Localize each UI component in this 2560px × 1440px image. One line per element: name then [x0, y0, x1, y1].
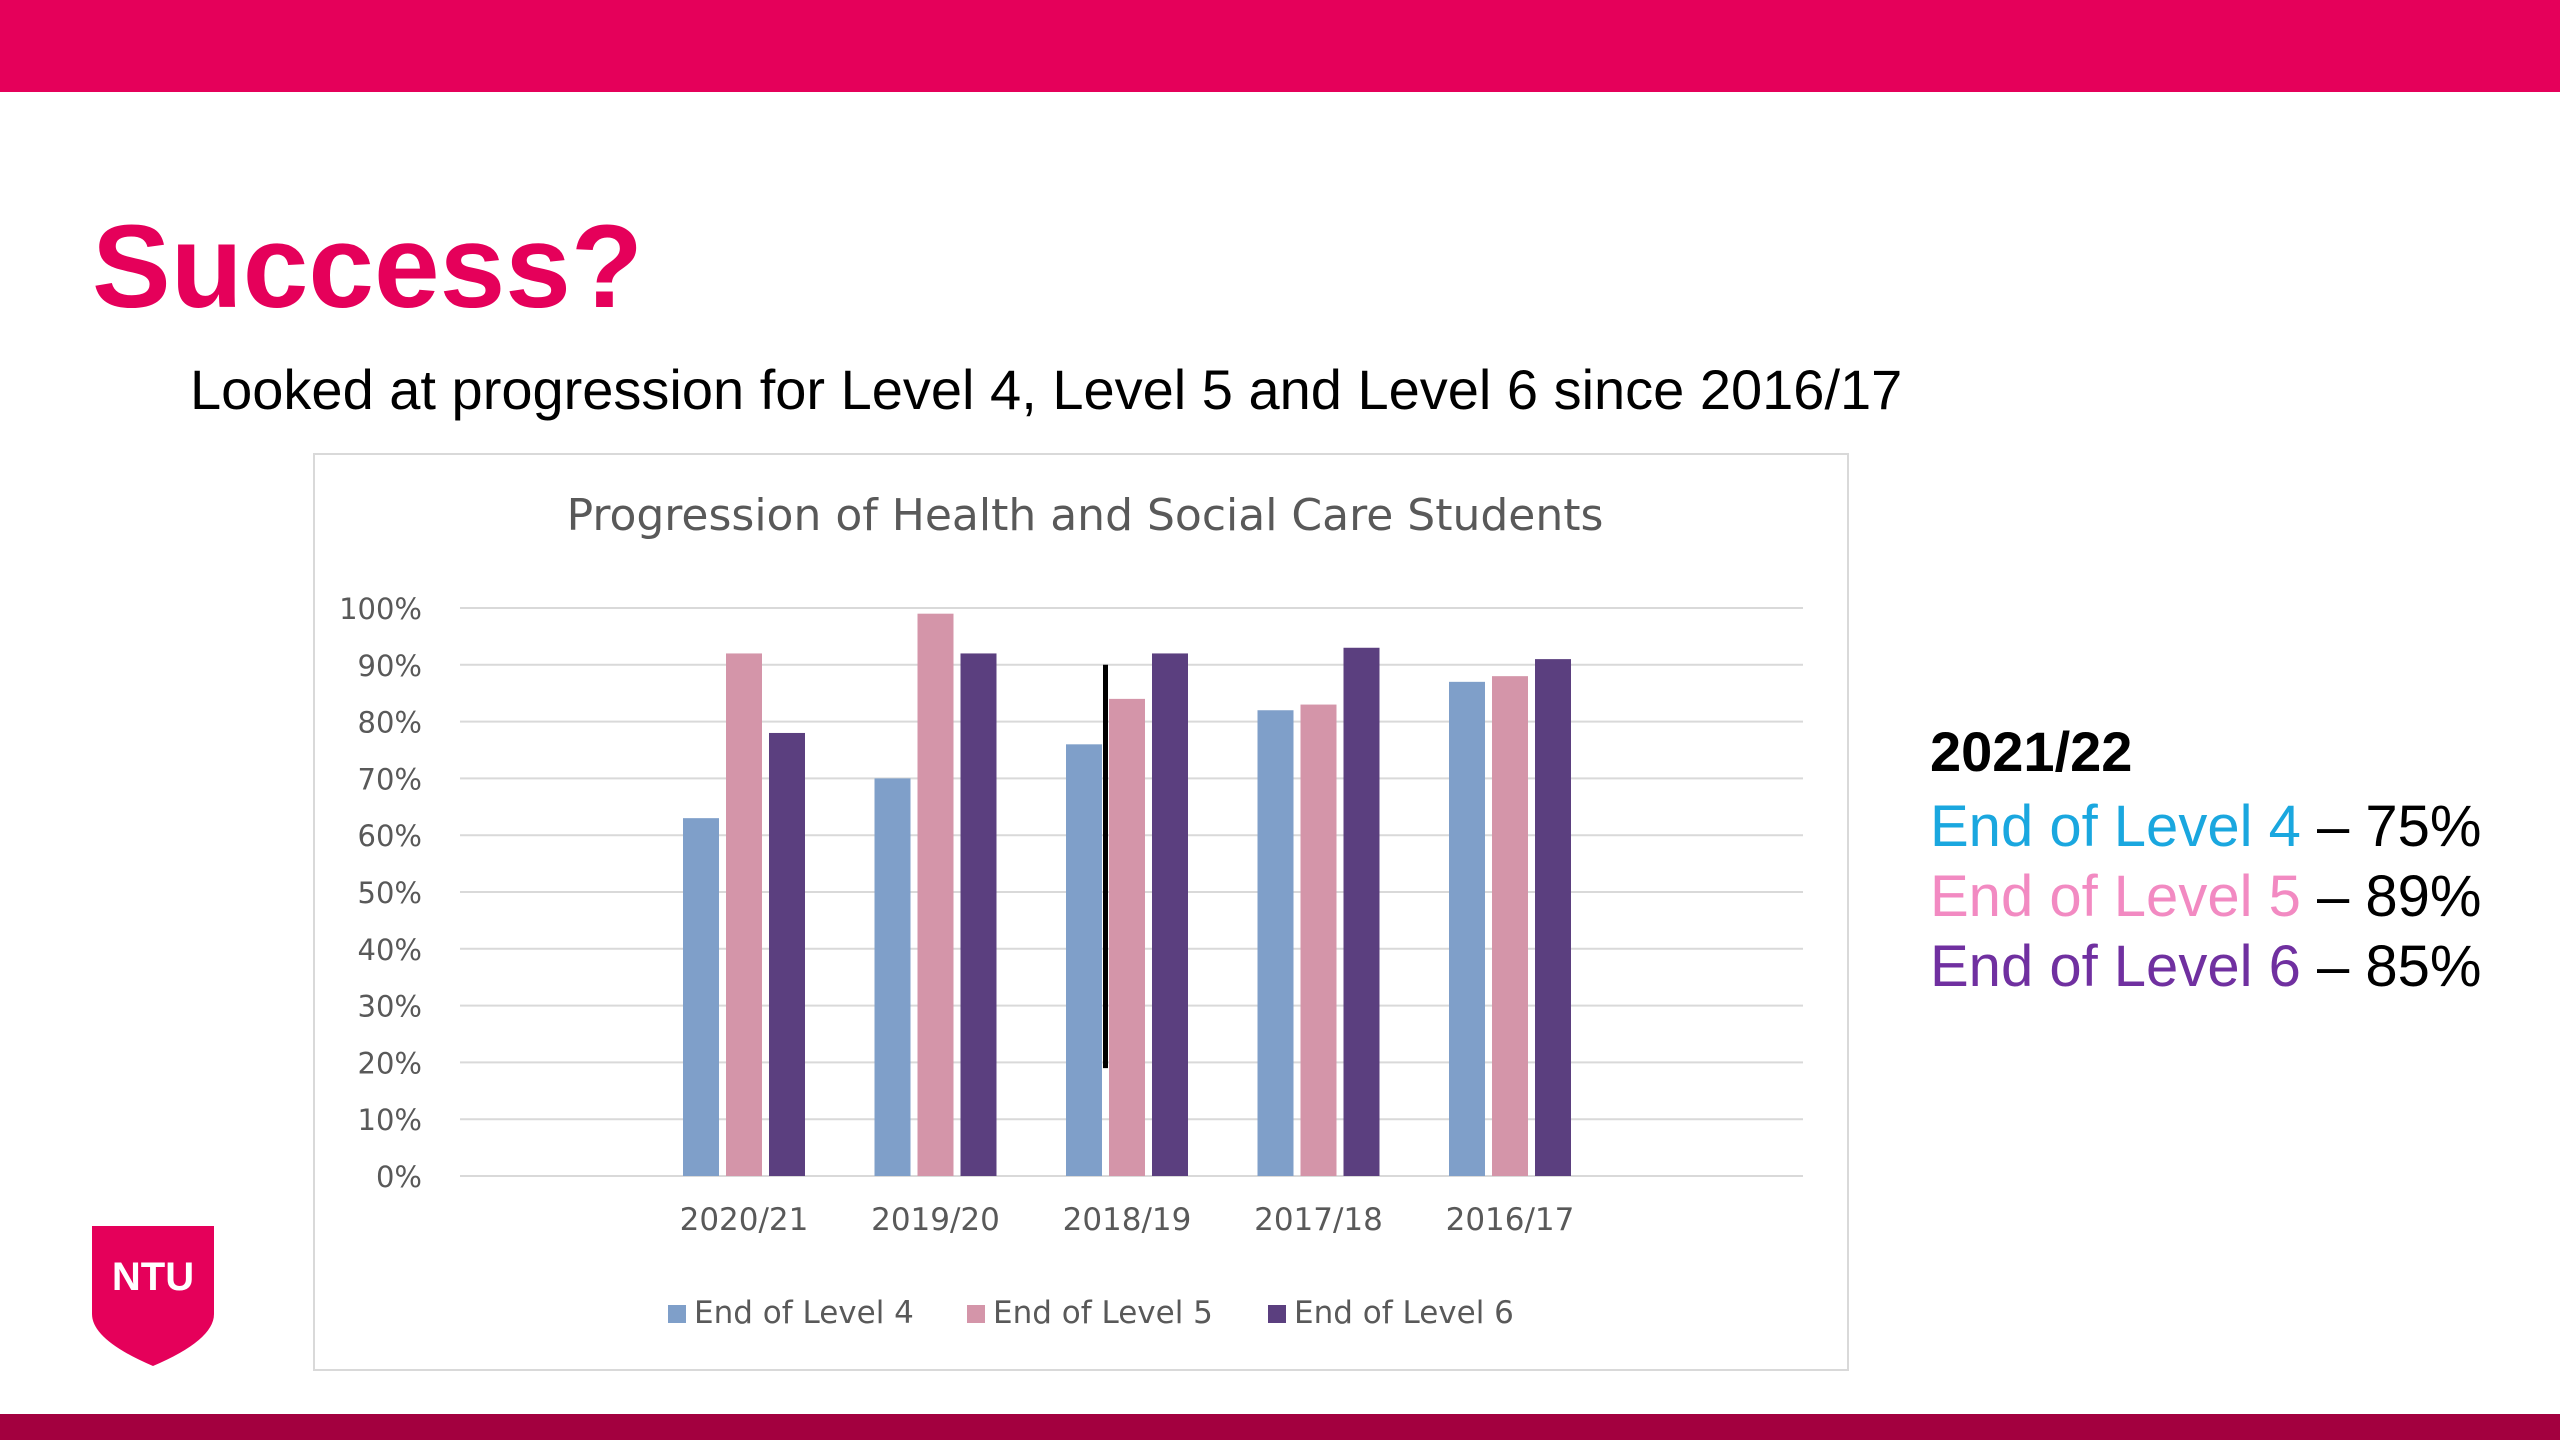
x-tick-label: 2019/20 [871, 1202, 1000, 1238]
slide-subtitle: Looked at progression for Level 4, Level… [190, 358, 1903, 421]
y-tick-label: 80% [358, 706, 422, 740]
y-tick-label: 60% [358, 819, 422, 853]
summary-label-level6: End of Level 6 [1930, 934, 2301, 999]
bar [917, 613, 954, 1176]
chart-title: Progression of Health and Social Care St… [567, 490, 1604, 541]
summary-label-level5: End of Level 5 [1930, 864, 2301, 929]
x-tick-label: 2020/21 [680, 1202, 809, 1238]
x-tick-label: 2016/17 [1446, 1202, 1575, 1238]
bar [874, 778, 911, 1176]
chart-legend: End of Level 4 End of Level 5 End of Level… [668, 1295, 1514, 1331]
y-tick-label: 30% [358, 990, 422, 1024]
y-axis-ticks: 0% 10% 20% 30% 40% 50% 60% 70% 80% 90% 100% [339, 592, 422, 1194]
x-axis-ticks: 2020/21 2019/20 2018/19 2017/18 2016/17 [680, 1202, 1575, 1238]
bar [1343, 647, 1380, 1176]
summary-value-level5: – 89% [2316, 864, 2482, 929]
bar [726, 653, 762, 1176]
summary-year: 2021/22 [1930, 720, 2133, 783]
bar [1066, 744, 1102, 1176]
x-tick-label: 2017/18 [1254, 1202, 1383, 1238]
bar [960, 653, 997, 1176]
chart-container: Progression of Health and Social Care St… [313, 453, 1849, 1371]
bottom-brand-bar [0, 1414, 2560, 1440]
legend-label: End of Level 6 [1294, 1295, 1514, 1331]
legend-swatch [967, 1305, 985, 1323]
bar [1300, 704, 1337, 1176]
summary-row-level5: End of Level 5 – 89% [1930, 862, 2481, 932]
y-tick-label: 100% [339, 592, 422, 626]
bar [1449, 681, 1485, 1176]
bar [683, 818, 719, 1176]
summary-value-level6: – 85% [2316, 934, 2482, 999]
y-tick-label: 20% [358, 1046, 422, 1080]
bar [1152, 653, 1188, 1176]
y-tick-label: 10% [358, 1103, 422, 1137]
bar [1257, 710, 1294, 1176]
ntu-logo-text: NTU [112, 1255, 194, 1299]
progression-bar-chart: Progression of Health and Social Care St… [339, 490, 1803, 1331]
summary-label-level4: End of Level 4 [1930, 794, 2301, 859]
y-tick-label: 90% [358, 649, 422, 683]
slide-title: Success? [92, 201, 643, 333]
y-tick-label: 40% [358, 933, 422, 967]
legend-swatch [1268, 1305, 1286, 1323]
legend-label: End of Level 5 [993, 1295, 1213, 1331]
summary-row-level6: End of Level 6 – 85% [1930, 932, 2481, 1002]
chart-bars [683, 613, 1571, 1176]
bar [1492, 676, 1528, 1176]
x-tick-label: 2018/19 [1063, 1202, 1192, 1238]
top-brand-bar [0, 0, 2560, 92]
y-tick-label: 70% [358, 762, 422, 796]
summary-row-level4: End of Level 4 – 75% [1930, 792, 2481, 862]
bar [1109, 698, 1145, 1176]
bar [1535, 659, 1571, 1176]
y-tick-label: 0% [376, 1160, 422, 1194]
y-tick-label: 50% [358, 876, 422, 910]
legend-swatch [668, 1305, 686, 1323]
side-summary: 2021/22 End of Level 4 – 75% End of Leve… [1930, 724, 2481, 1002]
bar [769, 732, 805, 1176]
summary-value-level4: – 75% [2316, 794, 2482, 859]
legend-label: End of Level 4 [694, 1295, 914, 1331]
ntu-logo: NTU [92, 1226, 214, 1366]
